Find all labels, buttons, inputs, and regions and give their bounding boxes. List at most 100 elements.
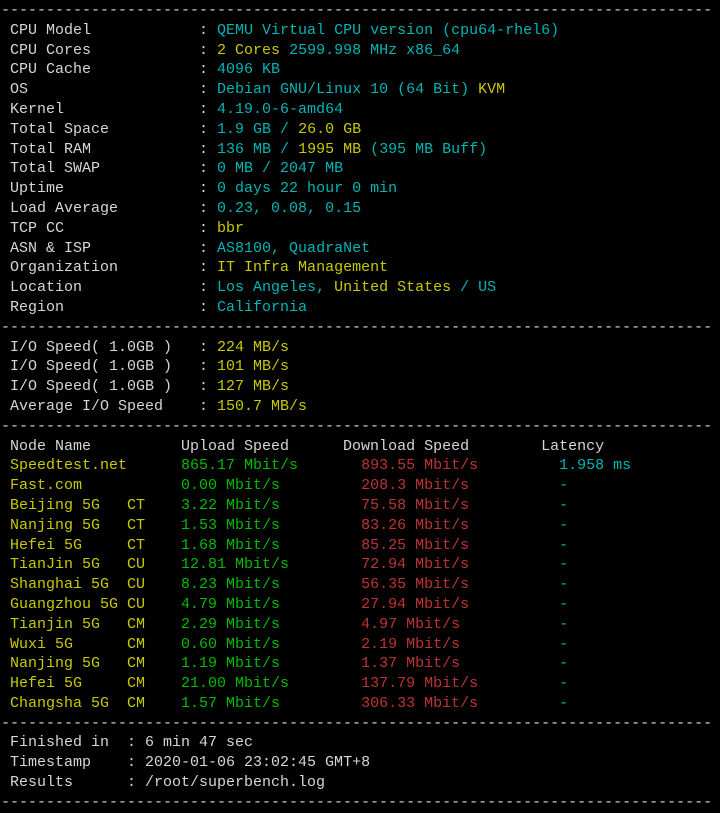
io-speed-1-seg-1: 224 MB/s — [217, 338, 290, 356]
node-tianjin-cu-seg-0: TianJin 5G CU — [1, 556, 182, 574]
node-hefei-cm-seg-1: 21.00 Mbit/s — [181, 675, 362, 693]
finished-in-seg-0: Finished in : — [1, 734, 146, 752]
node-guangzhou-cu-seg-3: - — [559, 595, 569, 613]
uptime-seg-0: Uptime : — [1, 180, 218, 198]
node-nanjing-cm-seg-3: - — [559, 655, 569, 673]
node-beijing-ct-seg-0: Beijing 5G CT — [1, 496, 182, 514]
separator-1-seg-0: ----------------------------------------… — [1, 2, 713, 19]
node-shanghai-cu-seg-0: Shanghai 5G CU — [1, 576, 182, 594]
node-guangzhou-cu-seg-2: 27.94 Mbit/s — [361, 595, 560, 613]
node-speedtest-net-seg-3: 1.958 ms — [559, 457, 632, 475]
node-speedtest-net-seg-0: Speedtest.net — [1, 457, 182, 475]
node-fast-com-seg-3: - — [559, 477, 569, 495]
cpu-cores-seg-1: 2 Cores — [217, 41, 281, 59]
timestamp-seg-1: 2020-01-06 23:02:45 GMT+8 — [145, 754, 371, 772]
node-nanjing-ct-seg-1: 1.53 Mbit/s — [181, 516, 362, 534]
tcp-cc-seg-1: bbr — [217, 219, 245, 237]
node-speedtest-net-seg-1: 865.17 Mbit/s — [181, 457, 362, 475]
total-ram: Total RAM : 136 MB / 1995 MB (395 MB Buf… — [1, 140, 720, 160]
node-tianjin-cu-seg-1: 12.81 Mbit/s — [181, 556, 362, 574]
io-speed-avg: Average I/O Speed : 150.7 MB/s — [1, 397, 720, 417]
node-nanjing-cm-seg-0: Nanjing 5G CM — [1, 655, 182, 673]
node-shanghai-cu-seg-3: - — [559, 576, 569, 594]
os: OS : Debian GNU/Linux 10 (64 Bit) KVM — [1, 80, 720, 100]
total-space: Total Space : 1.9 GB / 26.0 GB — [1, 120, 720, 140]
load-average-seg-0: Load Average : — [1, 199, 218, 217]
tcp-cc: TCP CC : bbr — [1, 219, 720, 239]
organization: Organization : IT Infra Management — [1, 258, 720, 278]
node-shanghai-cu-seg-1: 8.23 Mbit/s — [181, 576, 362, 594]
io-speed-1: I/O Speed( 1.0GB ) : 224 MB/s — [1, 338, 720, 358]
location-seg-2: United States — [334, 279, 452, 297]
asn-isp-seg-0: ASN & ISP : — [1, 239, 218, 257]
node-fast-com-seg-0: Fast.com — [1, 477, 182, 495]
node-guangzhou-cu: Guangzhou 5G CU 4.79 Mbit/s 27.94 Mbit/s… — [1, 595, 720, 615]
location-seg-0: Location : — [1, 279, 218, 297]
cpu-model: CPU Model : QEMU Virtual CPU version (cp… — [1, 21, 720, 41]
uptime: Uptime : 0 days 22 hour 0 min — [1, 179, 720, 199]
kernel: Kernel : 4.19.0-6-amd64 — [1, 100, 720, 120]
results-seg-0: Results : — [1, 774, 146, 792]
cpu-cache-seg-1: 4096 KB — [217, 61, 281, 79]
io-speed-2-seg-1: 101 MB/s — [217, 358, 290, 376]
total-ram-seg-1: 136 MB / — [217, 140, 299, 158]
separator-4-seg-0: ----------------------------------------… — [1, 714, 713, 732]
node-wuxi-cm-seg-2: 2.19 Mbit/s — [361, 635, 560, 653]
node-changsha-cm-seg-1: 1.57 Mbit/s — [181, 694, 362, 712]
total-ram-seg-2: 1995 MB — [298, 140, 362, 158]
io-speed-1-seg-0: I/O Speed( 1.0GB ) : — [1, 338, 218, 356]
total-swap-seg-1: 0 MB / 2047 MB — [217, 160, 344, 178]
cpu-cores-seg-2: 2599.998 MHz x86_64 — [280, 41, 461, 59]
node-hefei-cm-seg-3: - — [559, 675, 569, 693]
node-hefei-cm-seg-0: Hefei 5G CM — [1, 675, 182, 693]
node-shanghai-cu-seg-2: 56.35 Mbit/s — [361, 576, 560, 594]
node-hefei-ct-seg-1: 1.68 Mbit/s — [181, 536, 362, 554]
total-space-seg-2: 26.0 GB — [298, 120, 362, 138]
node-changsha-cm: Changsha 5G CM 1.57 Mbit/s 306.33 Mbit/s… — [1, 694, 720, 714]
io-speed-3: I/O Speed( 1.0GB ) : 127 MB/s — [1, 377, 720, 397]
separator-5: ----------------------------------------… — [1, 793, 720, 813]
node-changsha-cm-seg-2: 306.33 Mbit/s — [361, 694, 560, 712]
node-tianjin-cu-seg-2: 72.94 Mbit/s — [361, 556, 560, 574]
node-speedtest-net: Speedtest.net 865.17 Mbit/s 893.55 Mbit/… — [1, 456, 720, 476]
node-wuxi-cm-seg-3: - — [559, 635, 569, 653]
node-hefei-ct-seg-0: Hefei 5G CT — [1, 536, 182, 554]
node-beijing-ct: Beijing 5G CT 3.22 Mbit/s 75.58 Mbit/s - — [1, 496, 720, 516]
node-beijing-ct-seg-1: 3.22 Mbit/s — [181, 496, 362, 514]
separator-1: ----------------------------------------… — [1, 1, 720, 21]
total-swap-seg-0: Total SWAP : — [1, 160, 218, 178]
node-beijing-ct-seg-2: 75.58 Mbit/s — [361, 496, 560, 514]
io-speed-3-seg-1: 127 MB/s — [217, 378, 290, 396]
asn-isp-seg-1: AS8100, QuadraNet — [217, 239, 371, 257]
finished-in-seg-1: 6 min 47 sec — [145, 734, 254, 752]
io-speed-avg-seg-1: 150.7 MB/s — [217, 397, 308, 415]
os-seg-2: KVM — [478, 81, 506, 99]
asn-isp: ASN & ISP : AS8100, QuadraNet — [1, 239, 720, 259]
node-hefei-ct-seg-3: - — [559, 536, 569, 554]
cpu-model-seg-0: CPU Model : — [1, 21, 218, 39]
os-seg-0: OS : — [1, 81, 218, 99]
node-changsha-cm-seg-0: Changsha 5G CM — [1, 694, 182, 712]
cpu-model-seg-1: QEMU Virtual CPU version (cpu64-rhel6) — [217, 21, 560, 39]
tcp-cc-seg-0: TCP CC : — [1, 219, 218, 237]
organization-seg-0: Organization : — [1, 259, 218, 277]
uptime-seg-1: 0 days 22 hour 0 min — [217, 180, 398, 198]
speedtest-header-seg-0: Node Name Upload Speed Download Speed La… — [1, 437, 605, 455]
node-hefei-cm: Hefei 5G CM 21.00 Mbit/s 137.79 Mbit/s - — [1, 674, 720, 694]
node-tianjin-cm-seg-2: 4.97 Mbit/s — [361, 615, 560, 633]
node-shanghai-cu: Shanghai 5G CU 8.23 Mbit/s 56.35 Mbit/s … — [1, 575, 720, 595]
separator-4: ----------------------------------------… — [1, 714, 720, 734]
os-seg-1: Debian GNU/Linux 10 (64 Bit) — [217, 81, 479, 99]
kernel-seg-1: 4.19.0-6-amd64 — [217, 100, 344, 118]
cpu-cache-seg-0: CPU Cache : — [1, 61, 218, 79]
node-changsha-cm-seg-3: - — [559, 694, 569, 712]
node-hefei-cm-seg-2: 137.79 Mbit/s — [361, 675, 560, 693]
region-seg-1: California — [217, 298, 308, 316]
node-tianjin-cu-seg-3: - — [559, 556, 569, 574]
load-average-seg-1: 0.23, 0.08, 0.15 — [217, 199, 362, 217]
location: Location : Los Angeles, United States / … — [1, 278, 720, 298]
node-hefei-ct: Hefei 5G CT 1.68 Mbit/s 85.25 Mbit/s - — [1, 536, 720, 556]
node-wuxi-cm-seg-0: Wuxi 5G CM — [1, 635, 182, 653]
node-speedtest-net-seg-2: 893.55 Mbit/s — [361, 457, 560, 475]
